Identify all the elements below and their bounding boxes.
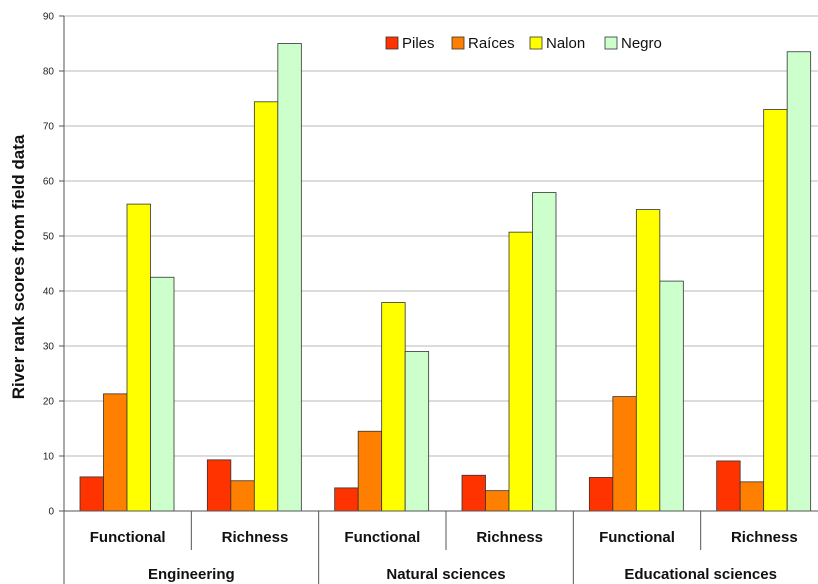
category-label: Functional xyxy=(599,529,675,546)
bar-negro xyxy=(150,276,175,512)
y-tick-label: 10 xyxy=(43,452,55,463)
y-tick-label: 60 xyxy=(43,177,55,188)
legend: Piles Raíces Nalon Negro xyxy=(385,35,662,52)
bar-nalon xyxy=(253,101,279,512)
bar-piles xyxy=(334,487,359,512)
bar-negro xyxy=(404,351,430,512)
bar-ra-ces xyxy=(485,490,510,512)
y-tick-label: 30 xyxy=(43,342,55,353)
bar-nalon xyxy=(635,209,661,512)
bar-ra-ces xyxy=(103,393,128,512)
bar-nalon xyxy=(763,109,788,512)
legend-label: Nalon xyxy=(546,35,585,52)
category-label: Richness xyxy=(731,529,798,546)
category-label: Richness xyxy=(476,529,543,546)
gridlines xyxy=(59,15,818,512)
y-tick-label: 80 xyxy=(43,67,55,78)
bar-ra-ces xyxy=(357,430,383,512)
bar-piles xyxy=(79,476,104,512)
group-label: Engineering xyxy=(148,566,235,583)
group-label: Natural sciences xyxy=(386,566,505,583)
bar-negro xyxy=(659,280,684,512)
bar-ra-ces xyxy=(612,396,637,512)
bar-nalon xyxy=(381,302,406,512)
bar-nalon xyxy=(126,203,151,512)
y-tick-label: 50 xyxy=(43,232,55,243)
bar-ra-ces xyxy=(230,480,255,512)
legend-swatch xyxy=(604,36,618,50)
legend-label: Negro xyxy=(621,35,662,52)
y-tick-label: 0 xyxy=(48,507,54,518)
bars xyxy=(79,43,812,512)
axes xyxy=(63,16,818,584)
bar-piles xyxy=(461,474,486,512)
bar-piles xyxy=(588,477,614,512)
y-tick-label: 70 xyxy=(43,122,55,133)
bar-piles xyxy=(206,459,232,512)
y-axis-label: River rank scores from field data xyxy=(9,134,28,399)
y-tick-label: 20 xyxy=(43,397,55,408)
category-label: Richness xyxy=(222,529,289,546)
y-tick-label: 90 xyxy=(43,12,55,23)
legend-swatch xyxy=(385,36,399,50)
legend-swatch xyxy=(451,36,465,50)
x-axis-labels: Functional Richness Engineering Functional R… xyxy=(90,529,798,583)
bar-piles xyxy=(716,460,741,512)
legend-label: Raíces xyxy=(468,35,515,52)
legend-label: Piles xyxy=(402,35,435,52)
bar-negro xyxy=(786,51,812,512)
legend-swatch xyxy=(529,36,543,50)
category-label: Functional xyxy=(90,529,166,546)
bar-ra-ces xyxy=(739,481,765,512)
bar-negro xyxy=(532,192,557,512)
group-label: Educational sciences xyxy=(624,566,777,583)
bar-nalon xyxy=(508,231,533,512)
category-label: Functional xyxy=(344,529,420,546)
bar-negro xyxy=(277,43,302,512)
y-tick-labels: 0 10 20 30 40 50 60 70 80 90 xyxy=(43,12,55,518)
y-tick-label: 40 xyxy=(43,287,55,298)
